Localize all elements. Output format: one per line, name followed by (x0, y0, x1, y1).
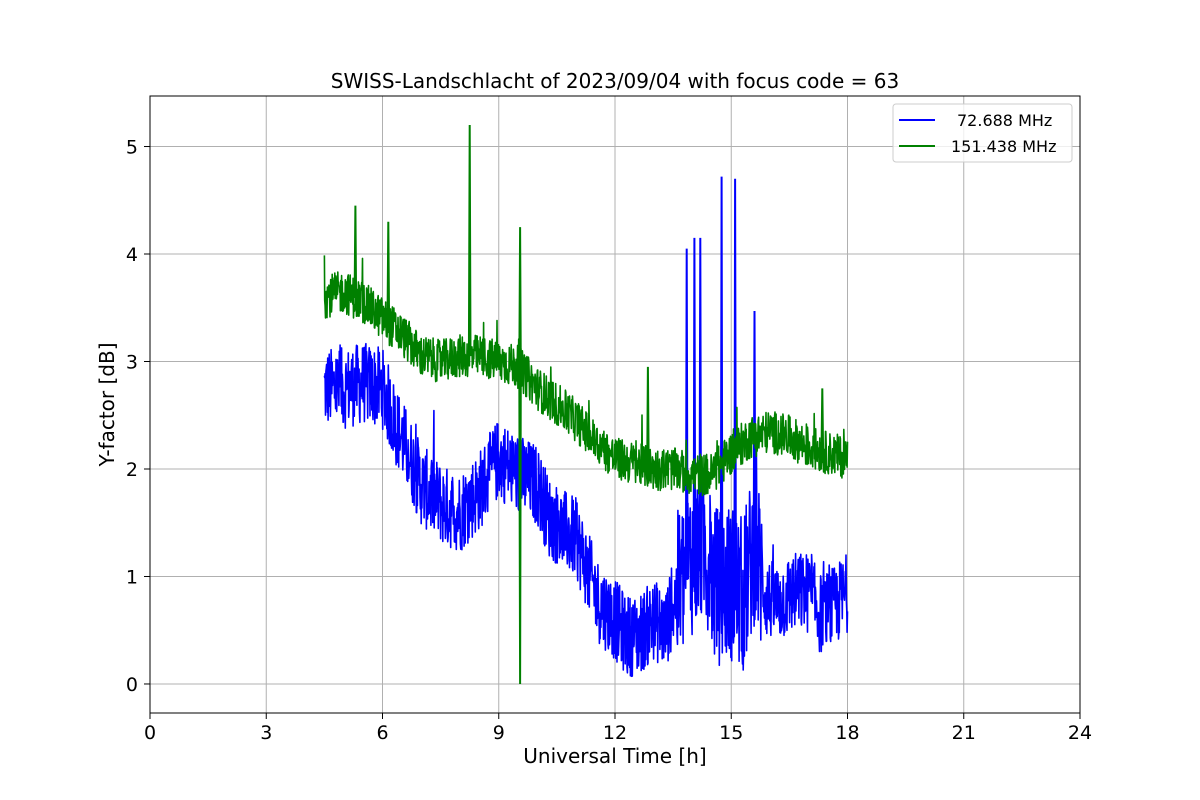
series-1-spike (752, 310, 757, 545)
series-1-spike (719, 176, 724, 586)
y-tick-label: 5 (126, 137, 138, 159)
series-2-line (323, 255, 849, 497)
y-tick-label: 0 (126, 674, 138, 696)
legend-box (892, 103, 1073, 163)
x-tick-label: 18 (835, 722, 859, 744)
x-tick-label: 12 (603, 722, 627, 744)
series-1-spike (692, 237, 697, 554)
series-2-spike (518, 227, 522, 370)
y-tick-label: 4 (126, 244, 138, 266)
series-1-spike (698, 237, 702, 548)
series-2-spike (353, 205, 358, 299)
legend-label-series-2: 151.438 MHz (951, 137, 1056, 156)
x-tick-label: 21 (952, 722, 976, 744)
series-2-spike (386, 221, 391, 324)
series-1-line (323, 342, 849, 678)
series-layer (323, 124, 849, 685)
x-tick-label: 24 (1068, 722, 1092, 744)
series-2-spike (820, 388, 825, 452)
x-tick-label: 6 (376, 722, 388, 744)
y-tick-label: 3 (126, 352, 138, 374)
series-2-spike (646, 366, 650, 468)
y-tick-label: 2 (126, 459, 138, 481)
y-axis-label: Y-factor [dB] (95, 342, 119, 467)
legend-label-series-1: 72.688 MHz (957, 111, 1052, 130)
series-2-spike (467, 124, 472, 357)
x-tick-label: 0 (144, 722, 156, 744)
x-tick-label: 3 (260, 722, 272, 744)
series-1-spike (733, 178, 737, 588)
chart-title: SWISS-Landschlacht of 2023/09/04 with fo… (331, 69, 899, 93)
legend: 72.688 MHz 151.438 MHz (892, 103, 1073, 163)
x-tick-label: 9 (493, 722, 505, 744)
series-2-spike (518, 368, 522, 685)
x-axis-label: Universal Time [h] (523, 744, 706, 768)
y-tick-label: 1 (126, 566, 138, 588)
x-tick-label: 15 (719, 722, 743, 744)
